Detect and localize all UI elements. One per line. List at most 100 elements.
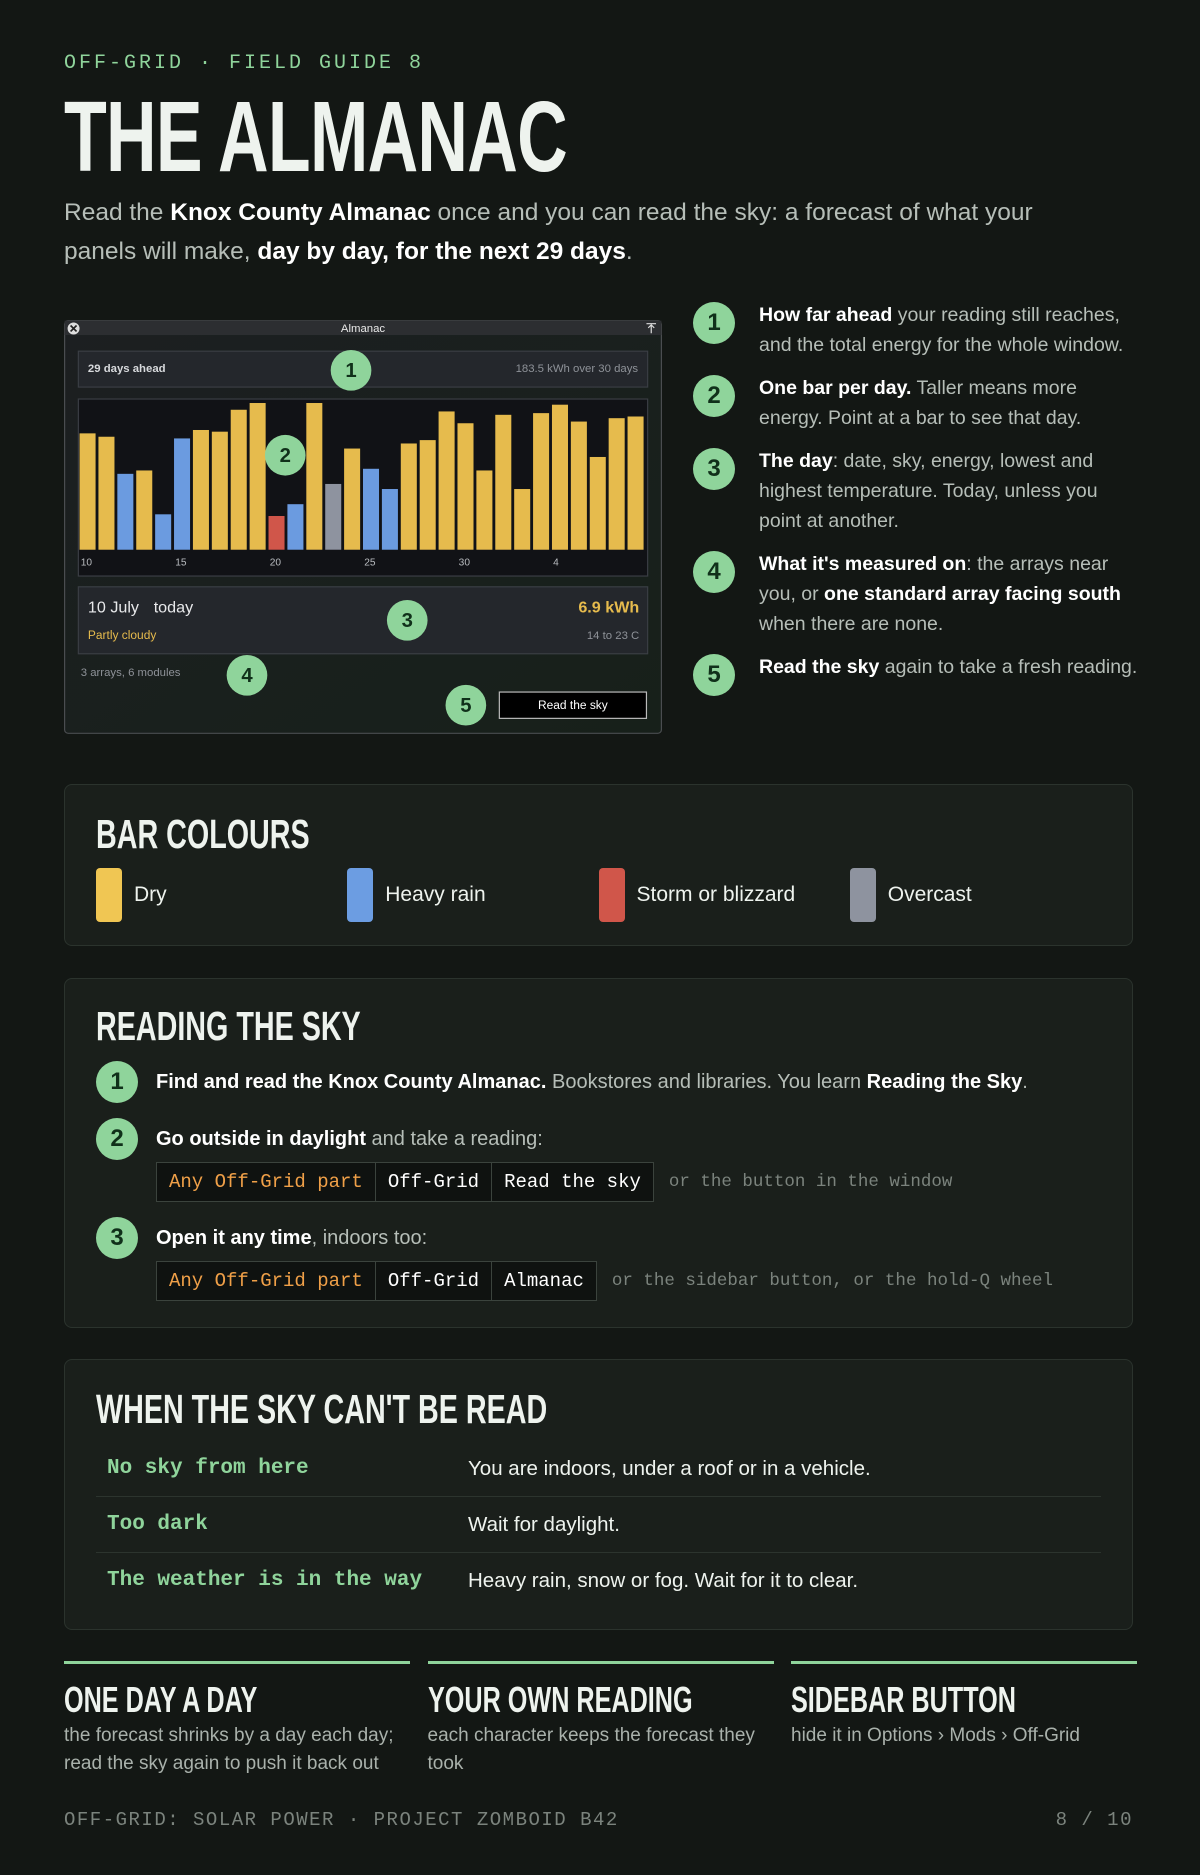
key-chip: Off-Grid xyxy=(374,1162,493,1202)
note-text: each character keeps the forecast they t… xyxy=(427,1725,755,1774)
text-run: . xyxy=(1022,1071,1028,1093)
read-button-label[interactable]: Read the sky xyxy=(538,698,608,712)
legend-label: Dry xyxy=(134,883,167,906)
bar xyxy=(98,436,115,550)
text-run: : date, sky, energy, lowest and highest … xyxy=(759,450,1098,532)
footer-right: 8 / 10 xyxy=(1055,1809,1133,1831)
problems-panel: WHEN THE SKY CAN'T BE READ No sky from h… xyxy=(64,1359,1133,1630)
step: 1 Find and read the Knox County Almanac. … xyxy=(96,1061,1101,1103)
day-temps: 14 to 23 C xyxy=(587,630,639,642)
problem-row: No sky from here You are indoors, under a… xyxy=(96,1441,1101,1496)
x-tick-label: 4 xyxy=(553,558,559,569)
note: YOUR OWN READING each character keeps the… xyxy=(427,1661,774,1778)
callout-item: 5 Read the sky again to take a fresh read… xyxy=(693,654,1143,696)
text-run: and take a reading: xyxy=(366,1128,543,1150)
key-note: or the button in the window xyxy=(668,1172,953,1192)
legend-label: Storm or blizzard xyxy=(636,883,796,906)
almanac-window: Almanac 29 days ahead 183.5 kWh over 30 … xyxy=(64,320,662,734)
callout-item: 3 The day: date, sky, energy, lowest and … xyxy=(693,448,1143,536)
bar xyxy=(192,429,209,550)
callout-text: The day: date, sky, energy, lowest and h… xyxy=(759,446,1143,536)
step-text: Open it any time, indoors too: xyxy=(156,1217,1101,1259)
callout-number: 4 xyxy=(241,665,253,687)
bar-chart: 10 15 20 25 30 4 xyxy=(79,403,644,569)
callout-item: 1 How far ahead your reading still reache… xyxy=(693,302,1143,360)
bar xyxy=(174,438,191,550)
x-tick-label: 20 xyxy=(270,558,282,569)
day-date: 10 July xyxy=(88,599,140,617)
step-text: Go outside in daylight and take a readin… xyxy=(156,1118,1101,1160)
x-tick-label: 30 xyxy=(459,558,471,569)
bar xyxy=(400,443,417,550)
day-sky: Partly cloudy xyxy=(88,628,156,642)
legend: Dry Heavy rain Storm or blizzard Overcast xyxy=(96,868,1101,922)
bar xyxy=(438,411,455,550)
window-callouts: 1 2 3 4 5 xyxy=(226,349,487,726)
note-title: SIDEBAR BUTTON xyxy=(791,1679,1016,1720)
text-run: when there are none. xyxy=(759,613,944,635)
problem-row: The weather is in the way Heavy rain, sno… xyxy=(96,1552,1101,1608)
step-number: 3 xyxy=(96,1217,138,1259)
bar xyxy=(79,433,96,550)
text-run: . xyxy=(625,238,633,265)
note-title: YOUR OWN READING xyxy=(427,1679,693,1720)
text-run: your reading still reaches, and the tota… xyxy=(759,304,1124,356)
legend-label: Heavy rain xyxy=(385,883,486,906)
key-note: or the sidebar button, or the hold-Q whe… xyxy=(611,1271,1053,1291)
step-text: Find and read the Knox County Almanac. B… xyxy=(156,1061,1101,1103)
callout-text: One bar per day. Taller means more energ… xyxy=(759,373,1143,433)
total-text: 183.5 kWh over 30 days xyxy=(516,363,639,375)
legend-swatch xyxy=(849,868,876,922)
bar xyxy=(551,404,568,550)
intro: Read the Knox County Almanac once and yo… xyxy=(64,193,1064,271)
problem-name: No sky from here xyxy=(107,1457,309,1480)
window-title: Almanac xyxy=(341,323,386,335)
key-chip: Any Off-Grid part xyxy=(156,1162,376,1202)
source-text: 3 arrays, 6 modules xyxy=(81,667,181,679)
problem-fix: Wait for daylight. xyxy=(468,1512,620,1536)
callout-item: 2 One bar per day. Taller means more ener… xyxy=(693,375,1143,433)
steps-panel: READING THE SKY 1 Find and read the Knox … xyxy=(64,978,1133,1328)
pin-icon[interactable] xyxy=(646,323,657,334)
day-label: today xyxy=(154,599,194,617)
bar xyxy=(457,423,474,550)
bar xyxy=(570,421,587,550)
callout-number: 5 xyxy=(460,695,471,717)
callout-number: 3 xyxy=(402,610,413,632)
key-chip: Almanac xyxy=(491,1261,597,1301)
bar xyxy=(363,468,380,550)
legend-panel: BAR COLOURS Dry Heavy rain Storm or blizza… xyxy=(64,784,1133,946)
problem-name: Too dark xyxy=(107,1513,208,1536)
callout-number: 4 xyxy=(693,551,735,593)
x-tick-label: 15 xyxy=(175,558,187,569)
read-button[interactable] xyxy=(498,691,648,719)
x-tick-label: 10 xyxy=(81,558,93,569)
bar xyxy=(325,483,342,550)
note-text: the forecast shrinks by a day each day; … xyxy=(64,1725,394,1774)
bar xyxy=(533,413,550,550)
key-chip: Any Off-Grid part xyxy=(156,1261,376,1301)
callout-number: 2 xyxy=(280,445,291,467)
legend-item: Dry xyxy=(96,868,347,922)
callout-marker xyxy=(226,654,268,696)
legend-item: Overcast xyxy=(849,868,1101,922)
strong-text: Open it any time xyxy=(156,1227,312,1249)
strong-text: Knox County Almanac xyxy=(170,199,431,226)
step: 3 Open it any time, indoors too: Any Off-G… xyxy=(96,1217,1101,1301)
text-run: once and you can read the sky: a forecas… xyxy=(64,199,1033,265)
step: 2 Go outside in daylight and take a readi… xyxy=(96,1118,1101,1202)
note-title-row: SIDEBAR BUTTON xyxy=(791,1680,1137,1720)
callout-text: How far ahead your reading still reaches… xyxy=(759,300,1143,360)
footer-left: OFF-GRID: SOLAR POWER · PROJECT ZOMBOID … xyxy=(64,1809,619,1831)
bar xyxy=(155,514,172,550)
problems-title: WHEN THE SKY CAN'T BE READ xyxy=(96,1386,548,1432)
legend-swatch xyxy=(96,868,122,922)
callout-number: 5 xyxy=(693,654,735,696)
callout-marker xyxy=(330,349,372,391)
bar xyxy=(419,440,436,550)
callout-number: 1 xyxy=(345,360,356,382)
legend-item: Storm or blizzard xyxy=(598,868,850,922)
close-icon xyxy=(69,324,78,333)
